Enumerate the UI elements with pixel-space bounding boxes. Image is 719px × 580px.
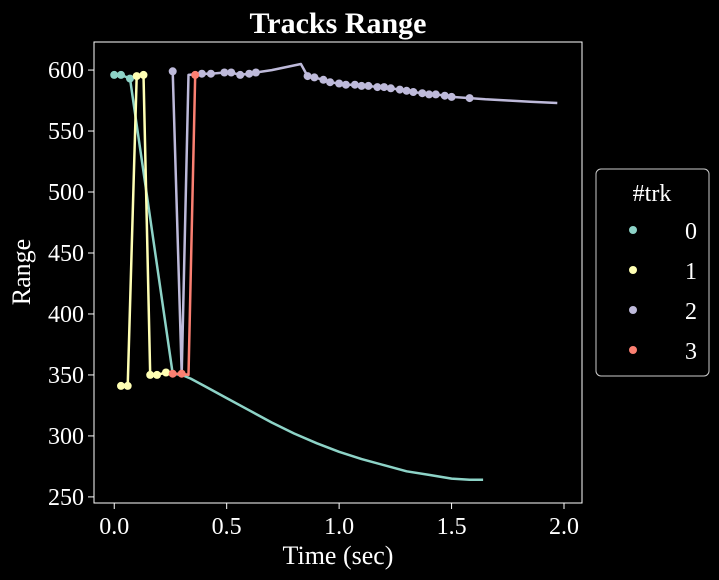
series-1-point	[139, 70, 148, 79]
series-2-point	[440, 91, 449, 100]
legend-label-2: 2	[685, 299, 697, 325]
series-0-point	[126, 74, 134, 83]
y-tick-label: 450	[48, 241, 84, 267]
series-2-point	[220, 68, 229, 77]
legend: #trk 0 1 2 3	[595, 168, 710, 377]
series-1-point	[146, 370, 155, 379]
series-2-point	[395, 85, 404, 94]
y-tick-label: 300	[48, 424, 84, 450]
series-2-point	[245, 69, 254, 78]
x-tick-label: 0.5	[212, 514, 242, 540]
series-2-point	[425, 90, 434, 99]
series-3-point	[191, 70, 200, 79]
series-1-point	[132, 72, 141, 81]
plot-area	[110, 62, 558, 482]
legend-title: #trk	[633, 181, 672, 207]
y-axis: 250 300 350 400 450 500 550 600	[48, 58, 94, 511]
series-2-point	[341, 80, 350, 89]
x-axis-label: Time (sec)	[283, 541, 394, 570]
series-2-point	[373, 83, 382, 92]
series-2-point	[326, 78, 335, 87]
series-0-point	[110, 70, 119, 79]
y-tick-label: 350	[48, 363, 84, 389]
series-3-point	[168, 369, 177, 378]
series-2-point	[310, 73, 319, 82]
series-1-point	[117, 381, 125, 390]
series-2-point	[236, 70, 245, 79]
series-2-point	[206, 69, 215, 78]
series-2-point	[465, 94, 474, 103]
legend-box	[595, 168, 710, 377]
series-2-point	[402, 86, 411, 95]
series-1-point	[153, 370, 161, 379]
legend-marker-2	[629, 306, 637, 314]
legend-label-1: 1	[685, 259, 697, 285]
series-2-point	[364, 81, 373, 90]
x-tick-label: 1.5	[437, 514, 467, 540]
x-tick-label: 0.0	[99, 514, 129, 540]
y-tick-label: 600	[48, 58, 84, 84]
series-0-point	[117, 70, 125, 79]
series-2-point	[197, 69, 206, 78]
series-2-point	[386, 84, 395, 93]
series-3-point	[177, 369, 186, 378]
legend-label-0: 0	[685, 219, 697, 245]
series-2-point	[168, 67, 177, 76]
series-2-point	[350, 80, 359, 89]
legend-marker-3	[629, 346, 637, 354]
series-2-point	[447, 92, 456, 101]
y-tick-label: 500	[48, 180, 84, 206]
legend-label-3: 3	[685, 339, 697, 365]
series-1-point	[162, 368, 170, 377]
series-2-point	[418, 89, 427, 98]
series-2-point	[357, 81, 366, 90]
series-2-point	[431, 90, 440, 99]
series-2-point	[251, 68, 260, 77]
x-tick-label: 2.0	[549, 514, 579, 540]
y-axis-label: Range	[7, 239, 36, 305]
y-tick-label: 550	[48, 119, 84, 145]
series-2-point	[409, 88, 418, 96]
series-2-point	[380, 83, 389, 92]
x-tick-label: 1.0	[324, 514, 354, 540]
legend-marker-1	[629, 266, 637, 274]
legend-marker-0	[629, 226, 637, 234]
x-axis: 0.0 0.5 1.0 1.5 2.0	[99, 503, 579, 540]
series-2-point	[303, 72, 312, 81]
series-2-point	[319, 75, 328, 84]
series-1-point	[123, 381, 132, 390]
chart-title: Tracks Range	[250, 7, 427, 40]
series-2-point	[227, 68, 236, 77]
series-2-point	[335, 79, 344, 88]
y-tick-label: 400	[48, 302, 84, 328]
y-tick-label: 250	[48, 485, 84, 511]
plot-frame	[93, 41, 583, 504]
